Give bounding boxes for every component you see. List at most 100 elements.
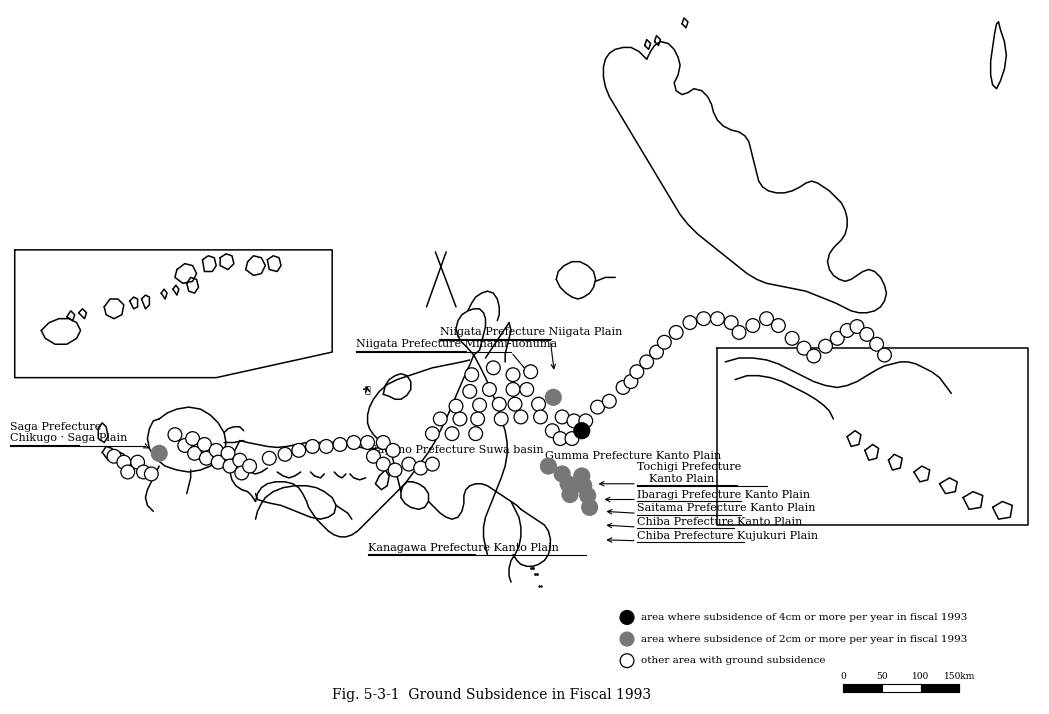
Text: 100: 100 (912, 673, 929, 681)
Text: Kanto Plain: Kanto Plain (648, 474, 714, 484)
Circle shape (669, 326, 683, 339)
Circle shape (211, 456, 226, 469)
Circle shape (683, 316, 697, 329)
Circle shape (469, 427, 483, 441)
Circle shape (413, 461, 428, 475)
Circle shape (506, 383, 520, 396)
Circle shape (453, 412, 467, 426)
Circle shape (620, 610, 634, 624)
Circle shape (545, 424, 559, 438)
Circle shape (860, 328, 874, 341)
Circle shape (620, 654, 634, 668)
Circle shape (562, 487, 578, 503)
Circle shape (514, 410, 528, 424)
Circle shape (797, 341, 811, 355)
Circle shape (473, 398, 487, 412)
Circle shape (616, 381, 630, 394)
Bar (882, 684, 921, 692)
Circle shape (377, 436, 390, 449)
Circle shape (532, 397, 545, 411)
Circle shape (746, 318, 759, 333)
Circle shape (116, 456, 131, 469)
Text: Saga Prefecture: Saga Prefecture (9, 422, 101, 432)
Circle shape (221, 446, 235, 461)
Bar (921, 684, 959, 692)
Circle shape (818, 339, 833, 353)
Circle shape (759, 312, 773, 326)
Circle shape (523, 365, 537, 378)
Text: Kanagawa Prefecture Kanto Plain: Kanagawa Prefecture Kanto Plain (367, 543, 558, 553)
Circle shape (483, 383, 496, 396)
Circle shape (426, 457, 440, 471)
Circle shape (545, 389, 561, 405)
Text: 50: 50 (876, 673, 887, 681)
Circle shape (640, 355, 654, 369)
Text: 0: 0 (840, 673, 847, 681)
Text: Fig. 5-3-1  Ground Subsidence in Fiscal 1993: Fig. 5-3-1 Ground Subsidence in Fiscal 1… (331, 688, 651, 702)
Circle shape (334, 438, 347, 451)
Circle shape (223, 459, 237, 473)
Circle shape (121, 465, 134, 479)
Circle shape (136, 465, 150, 479)
Circle shape (347, 436, 361, 449)
Text: 150km: 150km (943, 673, 975, 681)
Circle shape (386, 443, 400, 457)
Circle shape (151, 446, 167, 461)
Circle shape (560, 476, 576, 492)
Circle shape (487, 361, 500, 375)
Circle shape (831, 331, 844, 345)
Text: ろ: ろ (365, 385, 370, 394)
Text: Chiba Prefecture Kanto Plain: Chiba Prefecture Kanto Plain (637, 517, 802, 527)
Circle shape (786, 331, 799, 345)
Circle shape (658, 336, 671, 349)
Circle shape (445, 427, 459, 441)
Circle shape (433, 412, 447, 426)
Circle shape (850, 320, 864, 333)
Circle shape (508, 397, 521, 411)
Circle shape (630, 365, 644, 378)
Circle shape (580, 488, 596, 503)
Circle shape (568, 414, 581, 428)
Circle shape (199, 451, 213, 465)
Circle shape (553, 432, 568, 446)
Circle shape (554, 466, 570, 482)
Text: Saitama Prefecture Kanto Plain: Saitama Prefecture Kanto Plain (637, 503, 815, 513)
Circle shape (649, 345, 663, 359)
Circle shape (576, 478, 592, 493)
Circle shape (565, 432, 579, 446)
Circle shape (242, 459, 257, 473)
Text: Tochigi Prefecture: Tochigi Prefecture (637, 462, 741, 472)
Text: area where subsidence of 2cm or more per year in fiscal 1993: area where subsidence of 2cm or more per… (641, 635, 967, 643)
Circle shape (492, 397, 506, 411)
Circle shape (471, 412, 485, 426)
Circle shape (361, 436, 374, 449)
Circle shape (494, 412, 508, 426)
Circle shape (582, 500, 598, 516)
Circle shape (449, 399, 463, 413)
Circle shape (210, 443, 223, 457)
Circle shape (697, 312, 710, 326)
Circle shape (602, 394, 616, 408)
Circle shape (506, 368, 520, 381)
Text: Chiba Prefecture Kujukuri Plain: Chiba Prefecture Kujukuri Plain (637, 531, 818, 540)
Circle shape (591, 401, 604, 414)
Circle shape (186, 432, 199, 446)
Circle shape (107, 449, 121, 463)
Circle shape (463, 385, 476, 398)
Text: Gumma Prefecture Kanto Plain: Gumma Prefecture Kanto Plain (545, 451, 722, 461)
Circle shape (555, 410, 569, 424)
Circle shape (305, 440, 319, 453)
Text: area where subsidence of 4cm or more per year in fiscal 1993: area where subsidence of 4cm or more per… (641, 613, 967, 622)
Circle shape (771, 318, 786, 333)
Circle shape (878, 348, 892, 362)
Text: Chikugo · Saga Plain: Chikugo · Saga Plain (9, 433, 127, 443)
Circle shape (624, 375, 638, 388)
Bar (843, 684, 882, 692)
Circle shape (520, 383, 534, 396)
Circle shape (540, 458, 556, 474)
Circle shape (262, 451, 276, 465)
Text: Niigata Prefecture Minami-uonuma: Niigata Prefecture Minami-uonuma (356, 339, 557, 349)
Circle shape (388, 463, 402, 477)
Circle shape (465, 368, 478, 381)
Circle shape (145, 467, 158, 481)
